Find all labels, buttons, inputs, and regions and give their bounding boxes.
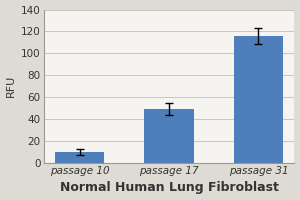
- Bar: [145, 109, 194, 163]
- Y-axis label: RFU: RFU: [6, 75, 16, 97]
- X-axis label: Normal Human Lung Fibroblast: Normal Human Lung Fibroblast: [60, 181, 278, 194]
- Bar: [234, 36, 283, 163]
- Bar: [55, 152, 104, 163]
